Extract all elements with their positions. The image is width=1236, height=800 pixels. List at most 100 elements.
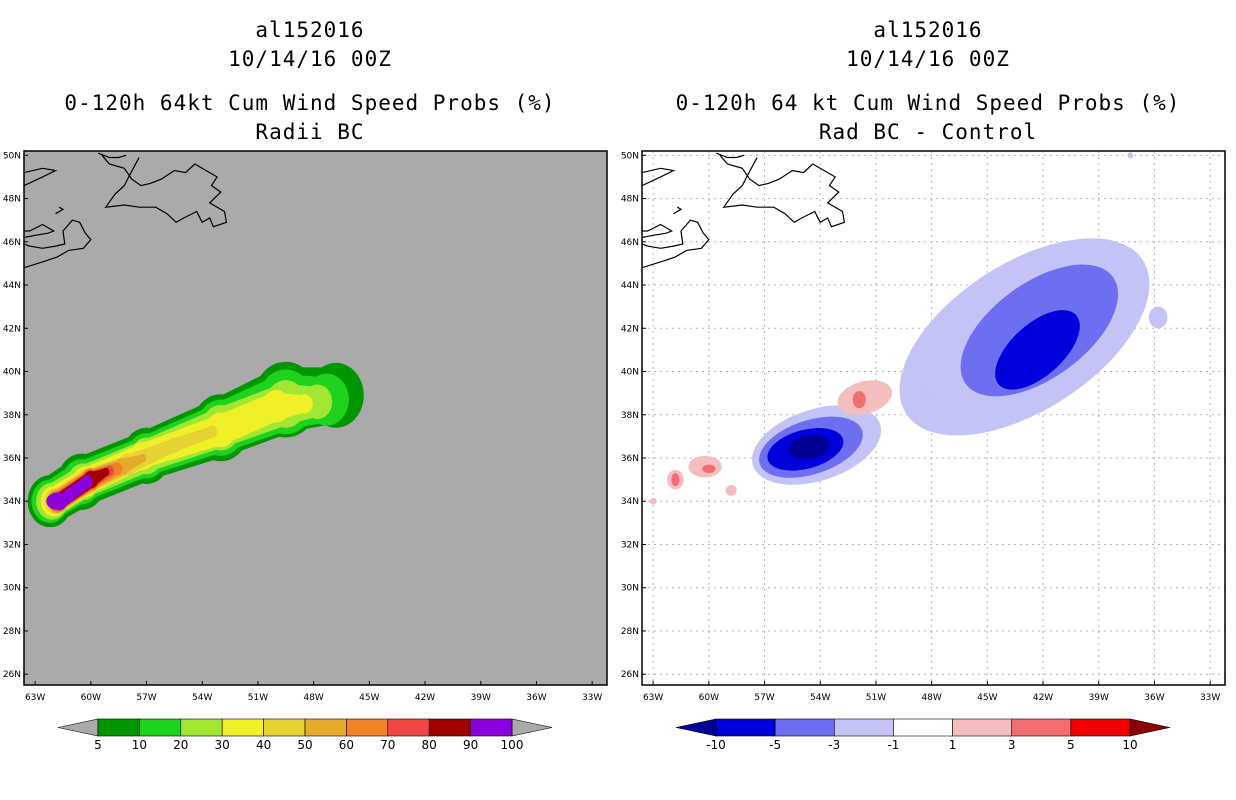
colorbar-label: -5 bbox=[769, 738, 781, 752]
coastline-0 bbox=[101, 154, 228, 228]
colorbar-swatch bbox=[952, 718, 1013, 737]
contour-level-3 bbox=[852, 390, 866, 409]
x-tick-label: 54W bbox=[192, 693, 212, 703]
left-probability-map: 63W 60W 57W 54W 51W 48W 45W 42W 39W 36W 33W 26N 28N 3… bbox=[3, 150, 608, 752]
colorbar-swatch bbox=[428, 718, 471, 737]
plot-frame bbox=[641, 150, 1226, 686]
y-tick-label: 40N bbox=[621, 368, 639, 378]
colorbar-label: -10 bbox=[706, 738, 726, 752]
y-tick-label: 44N bbox=[621, 281, 639, 291]
x-tick-label: 48W bbox=[921, 693, 941, 703]
x-tick-label: 63W bbox=[25, 693, 45, 703]
coastline-1 bbox=[716, 152, 745, 159]
colorbar-swatch bbox=[715, 718, 776, 737]
chart-title: 0-120h 64kt Cum Wind Speed Probs (%) bbox=[64, 91, 556, 115]
colorbar-label: 5 bbox=[1067, 738, 1075, 752]
coastline-3 bbox=[642, 223, 674, 239]
coastline-0 bbox=[719, 154, 846, 228]
datetime: 10/14/16 00Z bbox=[228, 47, 392, 71]
colorbar-swatch bbox=[139, 718, 182, 737]
colorbar-label: 100 bbox=[501, 738, 524, 752]
contour-segment bbox=[172, 426, 214, 452]
contour-segment bbox=[205, 425, 218, 439]
x-tick-label: 54W bbox=[810, 693, 830, 703]
x-tick-label: 39W bbox=[471, 693, 491, 703]
contour-segment bbox=[139, 453, 147, 463]
left-panel-title-block: al152016 10/14/16 00Z 0-120h 64kt Cum Wi… bbox=[18, 16, 602, 147]
colorbar-swatch bbox=[470, 718, 513, 737]
colorbar-swatch bbox=[774, 718, 835, 737]
y-tick-label: 26N bbox=[3, 670, 21, 680]
y-tick-label: 46N bbox=[621, 238, 639, 248]
datetime: 10/14/16 00Z bbox=[846, 47, 1010, 71]
contour-level--1 bbox=[1148, 306, 1168, 329]
x-tick-label: 60W bbox=[699, 693, 719, 703]
colorbar-label: 10 bbox=[132, 738, 147, 752]
x-tick-label: 57W bbox=[136, 693, 156, 703]
colorbar-low-extend bbox=[57, 718, 99, 737]
coastline-2 bbox=[642, 219, 710, 269]
colorbar: -10 -5 -3 -1 1 3 5 10 bbox=[675, 718, 1171, 752]
x-tick-label: 51W bbox=[866, 693, 886, 703]
chart-subtitle: Rad BC - Control bbox=[818, 120, 1038, 144]
y-tick-label: 48N bbox=[3, 195, 21, 205]
contour-level-1 bbox=[649, 497, 657, 505]
colorbar-swatch bbox=[180, 718, 223, 737]
colorbar-label: 80 bbox=[422, 738, 437, 752]
contour-level-90 bbox=[46, 492, 69, 510]
colorbar-label: 10 bbox=[1122, 738, 1137, 752]
colorbar-label: 30 bbox=[215, 738, 230, 752]
y-tick-label: 46N bbox=[3, 238, 21, 248]
colorbar-swatch bbox=[97, 718, 140, 737]
y-tick-label: 32N bbox=[621, 540, 639, 550]
plot-frame bbox=[23, 150, 608, 686]
coastline-5 bbox=[24, 167, 58, 187]
colorbar: 5 10 20 30 40 50 60 70 80 90 100 bbox=[57, 718, 553, 752]
y-tick-label: 44N bbox=[3, 281, 21, 291]
x-tick-label: 63W bbox=[643, 693, 663, 703]
contour-level--1 bbox=[1127, 152, 1134, 159]
y-tick-label: 42N bbox=[3, 324, 21, 334]
chart-title: 0-120h 64 kt Cum Wind Speed Probs (%) bbox=[675, 91, 1181, 115]
contour-layer bbox=[24, 152, 364, 528]
contour-level-1 bbox=[725, 485, 737, 496]
contour-level-3 bbox=[671, 473, 680, 487]
x-tick-label: 42W bbox=[415, 693, 435, 703]
colorbar-label: 5 bbox=[94, 738, 102, 752]
contour-segment bbox=[119, 454, 145, 474]
colorbar-low-extend bbox=[675, 718, 717, 737]
y-tick-label: 40N bbox=[3, 368, 21, 378]
y-tick-label: 34N bbox=[3, 497, 21, 507]
colorbar-label: -1 bbox=[887, 738, 899, 752]
x-tick-label: 45W bbox=[977, 693, 997, 703]
x-tick-label: 48W bbox=[303, 693, 323, 703]
colorbar-swatch bbox=[304, 718, 347, 737]
colorbar-swatch bbox=[1011, 718, 1072, 737]
colorbar-high-extend bbox=[511, 718, 553, 737]
y-tick-label: 28N bbox=[621, 627, 639, 637]
x-tick-label: 33W bbox=[1200, 693, 1220, 703]
colorbar-swatch bbox=[1070, 718, 1131, 737]
coastline-1 bbox=[98, 152, 127, 159]
x-tick-label: 33W bbox=[582, 693, 602, 703]
x-tick-label: 39W bbox=[1089, 693, 1109, 703]
storm-id: al152016 bbox=[255, 18, 365, 42]
colorbar-label: 20 bbox=[173, 738, 188, 752]
contour-segment bbox=[111, 462, 123, 476]
colorbar-label: 1 bbox=[949, 738, 957, 752]
coastline-4 bbox=[55, 206, 65, 215]
y-tick-label: 36N bbox=[3, 454, 21, 464]
colorbar-label: 3 bbox=[1008, 738, 1016, 752]
y-tick-label: 48N bbox=[621, 195, 639, 205]
x-tick-label: 36W bbox=[1144, 693, 1164, 703]
colorbar-swatch bbox=[833, 718, 894, 737]
x-tick-label: 57W bbox=[754, 693, 774, 703]
y-tick-label: 38N bbox=[3, 411, 21, 421]
x-tick-label: 60W bbox=[81, 693, 101, 703]
right-difference-map: 63W 60W 57W 54W 51W 48W 45W 42W 39W 36W 33W 26N 28N 3… bbox=[621, 150, 1226, 752]
colorbar-label: 60 bbox=[339, 738, 354, 752]
coastline-2 bbox=[24, 219, 92, 269]
x-tick-label: 42W bbox=[1033, 693, 1053, 703]
coastline-4 bbox=[673, 206, 683, 215]
colorbar-swatch bbox=[893, 718, 953, 737]
